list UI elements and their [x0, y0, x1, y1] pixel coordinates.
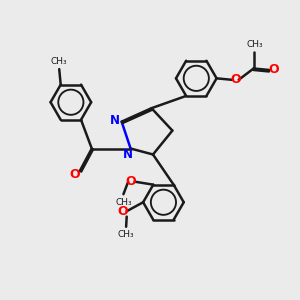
Text: CH₃: CH₃ — [115, 198, 132, 207]
Text: CH₃: CH₃ — [246, 40, 263, 49]
Text: O: O — [69, 168, 80, 181]
Text: O: O — [125, 175, 136, 188]
Text: CH₃: CH₃ — [51, 57, 68, 66]
Text: N: N — [123, 148, 133, 161]
Text: CH₃: CH₃ — [118, 230, 134, 239]
Text: O: O — [230, 73, 241, 86]
Text: O: O — [268, 64, 279, 76]
Text: O: O — [117, 205, 128, 218]
Text: N: N — [110, 114, 120, 127]
